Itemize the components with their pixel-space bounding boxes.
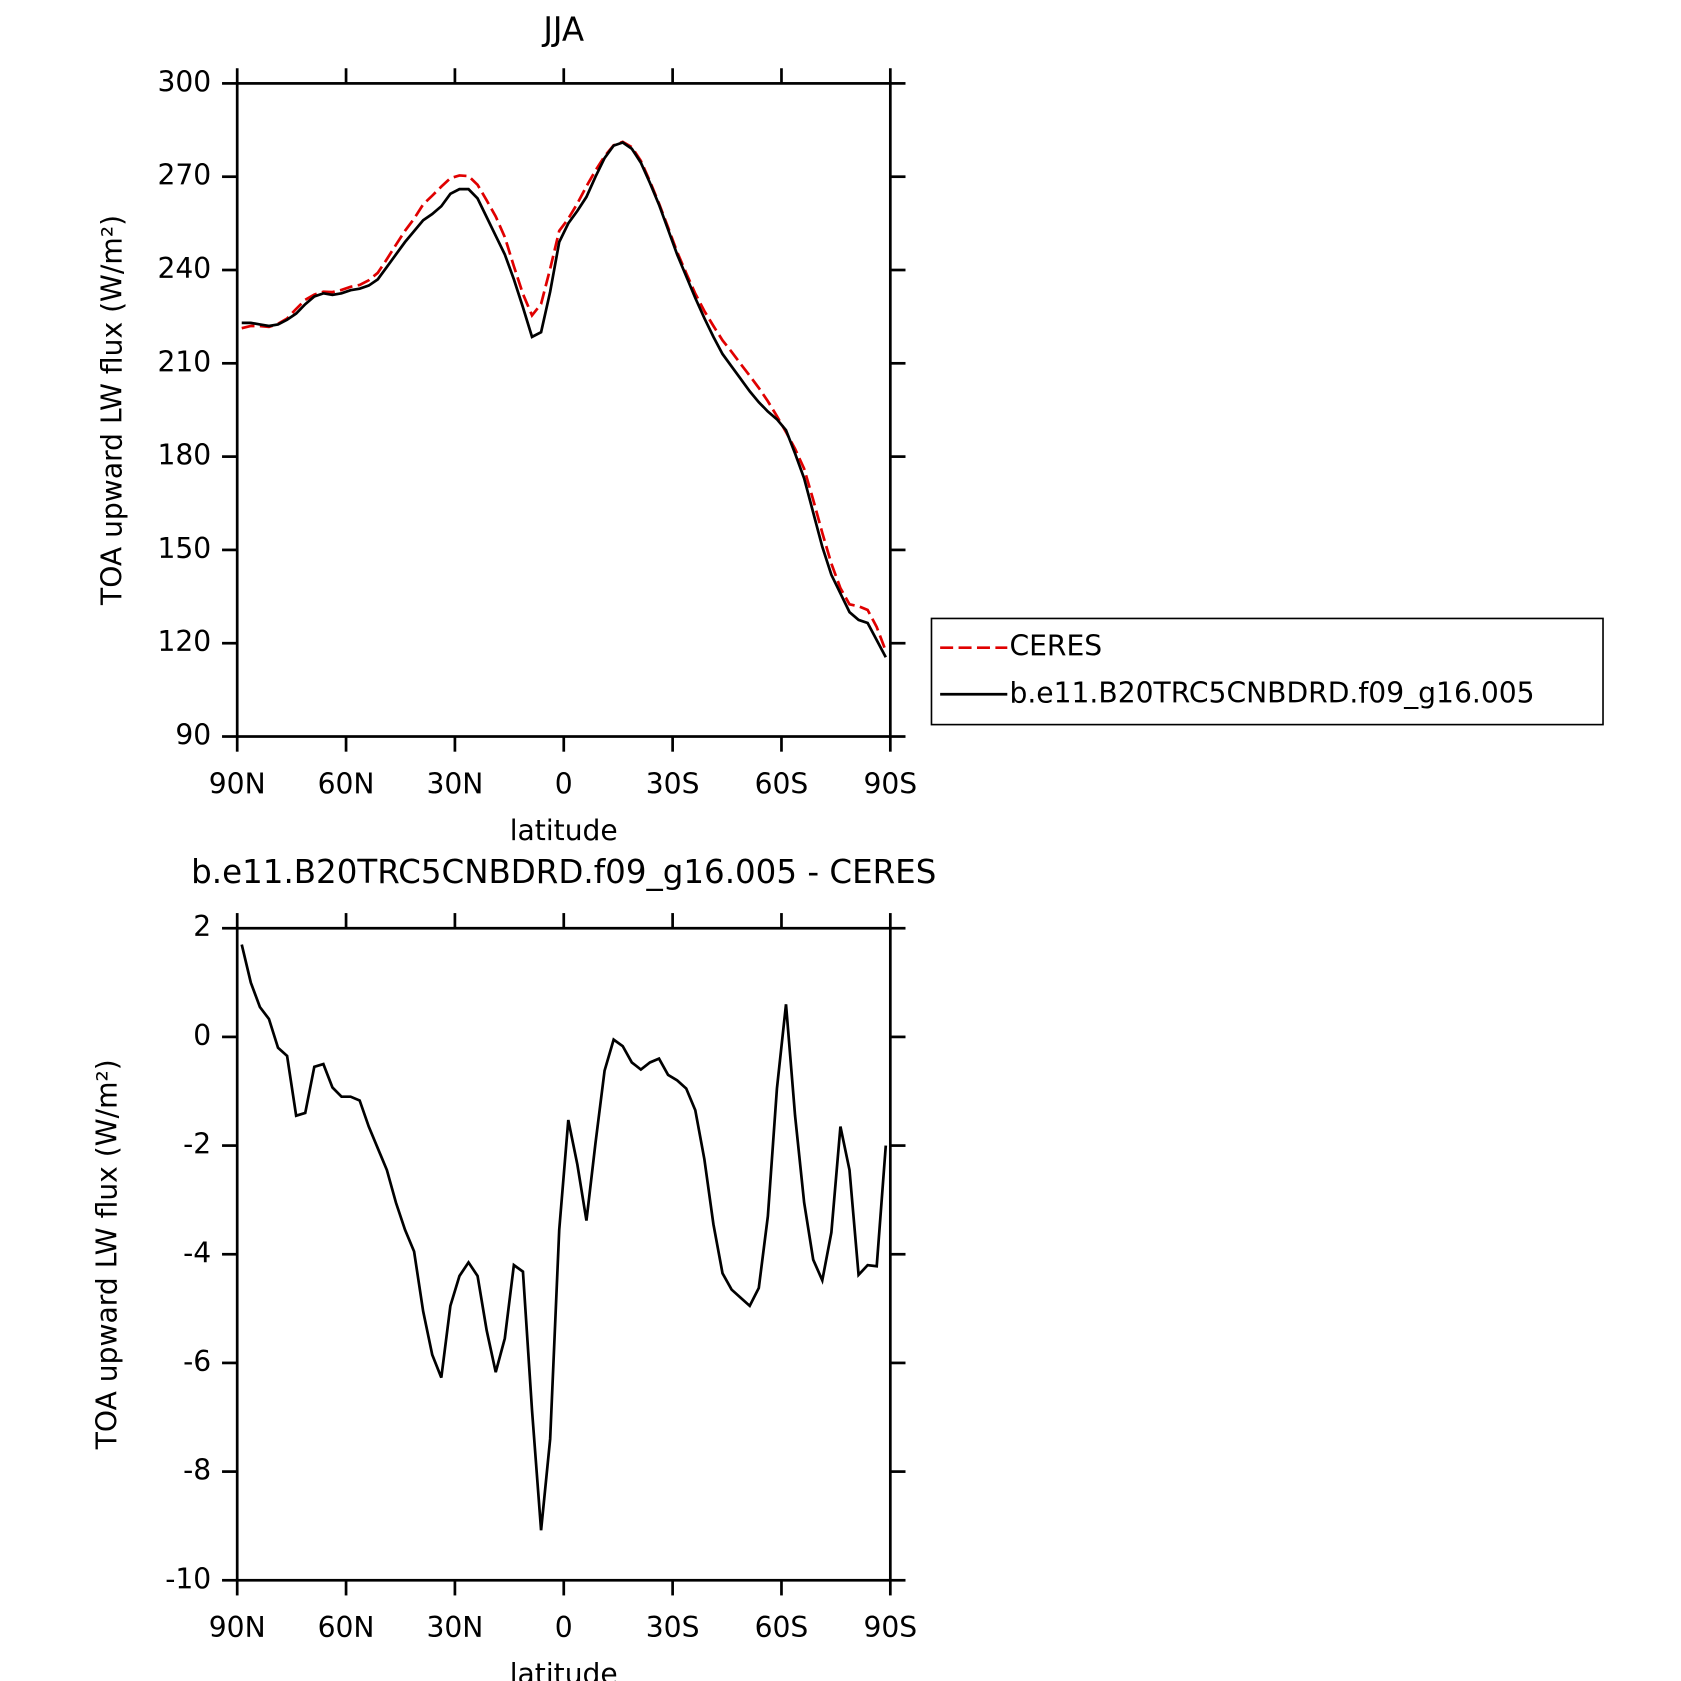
x-tick-label: 60S xyxy=(755,767,809,800)
chart-title: b.e11.B20TRC5CNBDRD.f09_g16.005 - CERES xyxy=(191,853,936,891)
x-tick-label: 60S xyxy=(755,1611,809,1644)
y-tick-label: 270 xyxy=(157,159,211,192)
plot-frame xyxy=(235,82,892,738)
x-tick-label: 90N xyxy=(209,767,266,800)
y-tick-label: 150 xyxy=(157,532,211,565)
y-tick-label: -2 xyxy=(183,1128,211,1161)
x-axis-label: latitude xyxy=(510,1658,618,1681)
x-tick-label: 90S xyxy=(863,1611,917,1644)
legend-label: b.e11.B20TRC5CNBDRD.f09_g16.005 xyxy=(1009,676,1534,709)
y-tick-label: -4 xyxy=(183,1236,211,1269)
y-tick-label: 2 xyxy=(193,910,211,943)
data-line xyxy=(241,140,888,652)
x-tick-label: 60N xyxy=(318,767,375,800)
x-tick-label: 90N xyxy=(209,1611,266,1644)
y-tick-label: 300 xyxy=(157,65,211,98)
y-tick-label: 240 xyxy=(157,252,211,285)
data-line xyxy=(241,140,887,658)
x-axis-label: latitude xyxy=(510,814,618,847)
x-tick-label: 60N xyxy=(318,1611,375,1644)
y-tick-label: -8 xyxy=(183,1454,211,1487)
x-tick-label: 30N xyxy=(426,1611,483,1644)
x-tick-label: 30S xyxy=(646,1611,700,1644)
x-tick-label: 30N xyxy=(426,767,483,800)
y-tick-label: -10 xyxy=(165,1562,211,1595)
y-tick-label: -6 xyxy=(183,1345,211,1378)
y-tick-label: 210 xyxy=(157,345,211,378)
chart-title: JJA xyxy=(541,10,584,48)
x-tick-label: 30S xyxy=(646,767,700,800)
legend-box xyxy=(930,617,1604,726)
plot-frame xyxy=(235,926,892,1582)
y-axis-label: TOA upward LW flux (W/m²) xyxy=(90,1059,123,1450)
legend-label: CERES xyxy=(1009,630,1102,663)
y-tick-label: 0 xyxy=(193,1019,211,1052)
data-line xyxy=(240,944,888,1531)
x-tick-label: 0 xyxy=(555,767,573,800)
x-tick-label: 90S xyxy=(863,767,917,800)
y-tick-label: 180 xyxy=(157,439,211,472)
y-tick-label: 120 xyxy=(157,625,211,658)
y-axis-label: TOA upward LW flux (W/m²) xyxy=(96,215,129,606)
y-tick-label: 90 xyxy=(175,719,211,752)
x-tick-label: 0 xyxy=(555,1611,573,1644)
